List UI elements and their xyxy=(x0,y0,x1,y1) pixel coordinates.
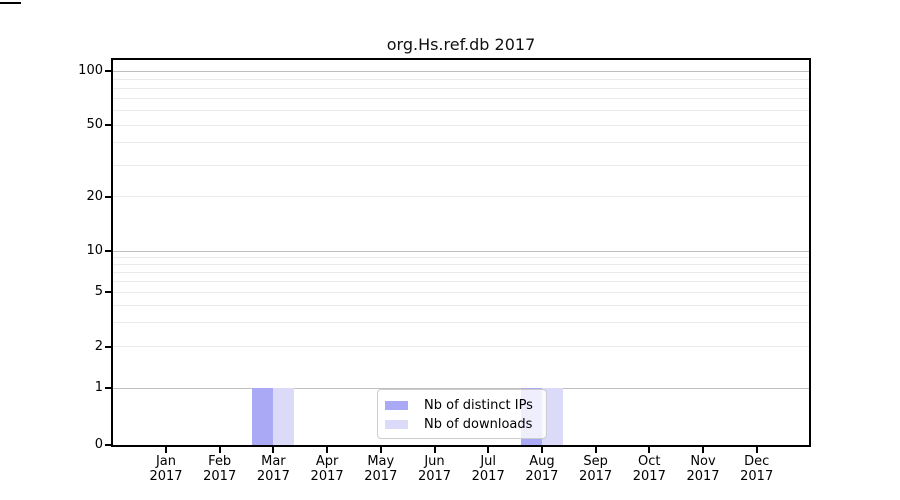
x-tick-label-dec: Dec 2017 xyxy=(740,454,774,484)
minor-gridline-9 xyxy=(113,256,809,258)
x-tick-may xyxy=(379,447,382,453)
x-tick-label-mar: Mar 2017 xyxy=(256,454,290,484)
y-tick-2 xyxy=(105,345,113,348)
y-tick-20 xyxy=(105,195,113,198)
minor-gridline-3 xyxy=(113,322,809,324)
x-tick-feb xyxy=(218,447,221,453)
y-tick-label-20: 20 xyxy=(86,188,103,204)
x-tick-label-aug: Aug 2017 xyxy=(525,454,559,484)
minor-gridline-2 xyxy=(113,346,809,348)
minor-gridline-40 xyxy=(113,142,809,144)
x-tick-label-jan: Jan 2017 xyxy=(149,454,183,484)
x-tick-aug xyxy=(540,447,543,453)
legend-entry-distinct-ips: Nb of distinct IPs xyxy=(385,396,538,415)
minor-gridline-60 xyxy=(113,110,809,112)
y-tick-label-2: 2 xyxy=(94,338,103,354)
minor-gridline-30 xyxy=(113,164,809,166)
legend-label-distinct-ips: Nb of distinct IPs xyxy=(424,398,533,413)
y-tick-50 xyxy=(105,124,113,127)
x-tick-sep xyxy=(594,447,597,453)
legend: Nb of distinct IPs Nb of downloads xyxy=(377,389,547,439)
x-tick-jul xyxy=(487,447,490,453)
minor-gridline-90 xyxy=(113,78,809,80)
bar-mar-distinct-ips xyxy=(252,388,274,445)
screen-edge-artifact xyxy=(0,2,21,4)
x-tick-nov xyxy=(702,447,704,453)
y-tick-label-50: 50 xyxy=(86,117,103,133)
x-tick-label-jul: Jul 2017 xyxy=(471,454,505,484)
major-gridline-10 xyxy=(113,250,809,252)
x-tick-mar xyxy=(272,447,275,453)
x-tick-jan xyxy=(165,447,167,453)
x-tick-label-apr: Apr 2017 xyxy=(310,454,344,484)
x-tick-label-jun: Jun 2017 xyxy=(417,454,452,484)
y-tick-label-100: 100 xyxy=(78,63,103,78)
x-tick-dec xyxy=(755,447,758,453)
y-tick-0 xyxy=(105,444,113,446)
x-tick-label-feb: Feb 2017 xyxy=(203,454,237,484)
x-tick-oct xyxy=(648,447,651,453)
bar-mar-downloads xyxy=(273,388,295,445)
x-tick-label-nov: Nov 2017 xyxy=(686,454,720,484)
x-tick-label-sep: Sep 2017 xyxy=(579,454,613,484)
y-tick-1 xyxy=(105,387,113,389)
minor-gridline-8 xyxy=(113,263,809,265)
chart-title: org.Hs.ref.db 2017 xyxy=(386,35,536,54)
minor-gridline-50 xyxy=(113,124,809,126)
legend-entry-downloads: Nb of downloads xyxy=(385,415,538,434)
major-gridline-100 xyxy=(113,70,809,72)
legend-label-downloads: Nb of downloads xyxy=(424,417,533,432)
bar-aug-downloads xyxy=(541,388,563,445)
y-tick-label-10: 10 xyxy=(86,243,103,258)
y-tick-5 xyxy=(105,291,113,294)
major-gridline-1 xyxy=(113,387,809,389)
y-tick-label-0: 0 xyxy=(94,437,103,452)
x-tick-label-may: May 2017 xyxy=(364,454,398,484)
legend-swatch-distinct-ips xyxy=(385,401,408,410)
minor-gridline-70 xyxy=(113,98,809,100)
minor-gridline-80 xyxy=(113,87,809,89)
legend-swatch-downloads xyxy=(385,420,408,429)
y-tick-label-5: 5 xyxy=(94,284,103,300)
y-tick-10 xyxy=(105,250,113,252)
minor-gridline-5 xyxy=(113,291,809,293)
y-tick-label-1: 1 xyxy=(94,380,103,395)
x-tick-label-oct: Oct 2017 xyxy=(632,454,666,484)
plot-area: Nb of distinct IPs Nb of downloads 100 50… xyxy=(78,58,811,484)
x-tick-jun xyxy=(433,447,436,453)
minor-gridline-4 xyxy=(113,305,809,307)
minor-gridline-7 xyxy=(113,271,809,273)
minor-gridline-20 xyxy=(113,196,809,198)
y-tick-100 xyxy=(105,70,113,72)
x-tick-apr xyxy=(326,447,329,453)
minor-gridline-6 xyxy=(113,280,809,282)
